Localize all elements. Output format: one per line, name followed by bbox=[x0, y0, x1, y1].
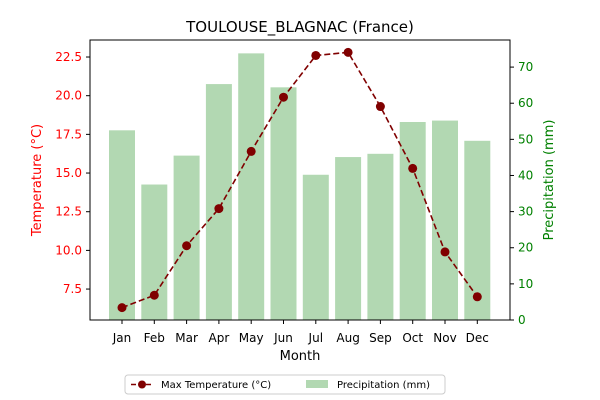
temp-point-aug bbox=[343, 47, 353, 57]
y-left-tick-label: 20.0 bbox=[55, 89, 82, 103]
y-axis-left: 7.5 10.0 12.5 15.0 17.5 20.0 22.5 bbox=[55, 50, 90, 296]
x-tick-label-jul: Jul bbox=[308, 331, 323, 345]
x-tick-label-oct: Oct bbox=[402, 331, 423, 345]
chart-title: TOULOUSE_BLAGNAC (France) bbox=[185, 18, 414, 37]
precip-bar-aug bbox=[335, 157, 362, 320]
x-tick-label-mar: Mar bbox=[175, 331, 198, 345]
legend-frame bbox=[124, 374, 446, 395]
temp-point-feb bbox=[149, 290, 159, 300]
temp-point-dec bbox=[472, 292, 482, 302]
x-tick-label-apr: Apr bbox=[209, 331, 230, 345]
precip-bar-jul bbox=[302, 174, 329, 320]
precip-bar-nov bbox=[432, 120, 458, 320]
y-right-tick-label: 60 bbox=[518, 96, 533, 110]
precipitation-bars bbox=[109, 53, 491, 321]
y-left-tick-label: 12.5 bbox=[55, 205, 82, 219]
legend-label-temperature: Max Temperature (°C) bbox=[161, 380, 271, 391]
y-left-tick-label: 22.5 bbox=[55, 50, 82, 64]
y-left-tick-label: 10.0 bbox=[55, 243, 82, 257]
y-left-tick-label: 17.5 bbox=[55, 127, 82, 141]
precip-bar-dec bbox=[464, 140, 491, 320]
temp-point-oct bbox=[408, 163, 418, 173]
x-axis-label: Month bbox=[280, 349, 321, 364]
temperature-series-line bbox=[121, 51, 478, 309]
y-right-tick-label: 40 bbox=[518, 168, 533, 182]
x-tick-label-nov: Nov bbox=[433, 331, 456, 345]
x-tick-label-may: May bbox=[239, 331, 264, 345]
precip-bar-sep bbox=[367, 153, 394, 320]
y-axis-right: 0 10 20 30 40 50 60 70 bbox=[510, 60, 533, 327]
x-tick-label-aug: Aug bbox=[336, 331, 359, 345]
precip-bar-apr bbox=[205, 84, 232, 320]
legend-bar-swatch bbox=[306, 380, 328, 388]
y-axis-right-label: Precipitation (mm) bbox=[542, 120, 557, 241]
x-axis: Jan Feb Mar Apr May Jun Jul Aug Sep Oct Nov Dec bbox=[112, 320, 489, 345]
y-right-tick-label: 50 bbox=[518, 132, 533, 146]
temp-point-jun bbox=[279, 92, 288, 102]
y-left-tick-label: 15.0 bbox=[55, 166, 82, 180]
y-right-tick-label: 10 bbox=[518, 277, 533, 291]
y-axis-left-label: Temperature (°C) bbox=[30, 124, 45, 237]
y-right-tick-label: 30 bbox=[518, 205, 533, 219]
x-tick-label-dec: Dec bbox=[466, 331, 489, 345]
plot-frame bbox=[89, 39, 511, 321]
temp-point-sep bbox=[375, 102, 385, 112]
y-left-tick-label: 7.5 bbox=[63, 282, 82, 296]
x-tick-label-jun: Jun bbox=[273, 331, 293, 345]
x-tick-label-jan: Jan bbox=[112, 331, 132, 345]
legend-marker-swatch bbox=[138, 380, 146, 389]
y-right-tick-label: 70 bbox=[518, 60, 533, 74]
precip-bar-jun bbox=[270, 87, 297, 320]
temp-point-mar bbox=[182, 241, 192, 251]
x-tick-label-sep: Sep bbox=[369, 331, 392, 345]
precip-bar-jan bbox=[109, 130, 135, 320]
temperature-line bbox=[117, 47, 482, 313]
legend: Max Temperature (°C) Precipitation (mm) bbox=[124, 374, 446, 395]
x-tick-label-feb: Feb bbox=[144, 331, 165, 345]
temp-point-jan bbox=[117, 303, 127, 313]
temp-point-jul bbox=[311, 50, 321, 60]
temp-point-nov bbox=[440, 247, 450, 257]
y-right-tick-label: 0 bbox=[518, 313, 526, 327]
temp-point-apr bbox=[214, 204, 224, 214]
y-right-tick-label: 20 bbox=[518, 241, 533, 255]
legend-label-precipitation: Precipitation (mm) bbox=[337, 380, 430, 391]
precip-bar-oct bbox=[399, 122, 426, 320]
temp-point-may bbox=[246, 146, 256, 156]
precip-bar-mar bbox=[173, 155, 200, 320]
precip-bar-may bbox=[238, 53, 265, 321]
